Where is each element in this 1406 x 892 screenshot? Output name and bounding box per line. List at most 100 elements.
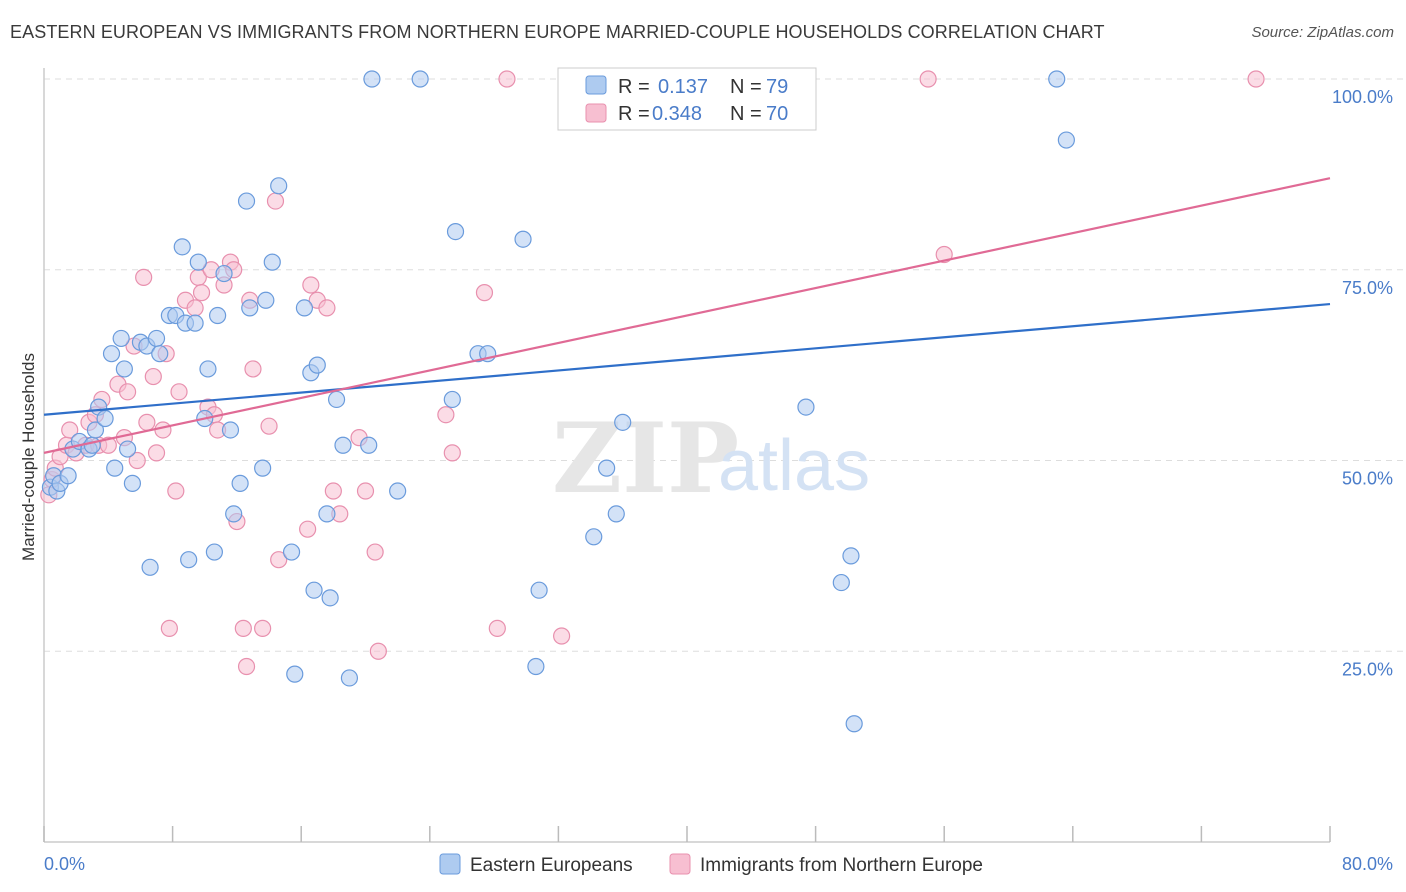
trend-line-northern-europe — [43, 177, 1331, 454]
point-eastern-europeans — [112, 329, 130, 348]
legend-r-label: R = — [618, 103, 650, 125]
point-eastern-europeans — [363, 70, 381, 88]
point-eastern-europeans — [106, 459, 124, 477]
point-northern-europe — [244, 360, 262, 378]
point-northern-europe — [302, 276, 320, 294]
x-tick-label: 0.0% — [44, 854, 85, 874]
legend-swatch-northern-europe — [585, 103, 607, 123]
point-eastern-europeans — [189, 253, 207, 271]
source-credit: Source: ZipAtlas.com — [1251, 24, 1394, 41]
point-eastern-europeans — [305, 581, 323, 599]
point-eastern-europeans — [334, 436, 352, 454]
point-northern-europe — [192, 284, 211, 302]
y-tick-label: 100.0% — [1332, 87, 1393, 107]
point-northern-europe — [318, 299, 336, 317]
point-eastern-europeans — [199, 360, 217, 378]
point-eastern-europeans — [96, 409, 114, 428]
point-eastern-europeans — [327, 390, 346, 409]
series-label-northern-europe: Immigrants from Northern Europe — [700, 855, 983, 876]
point-northern-europe — [61, 421, 79, 439]
legend-swatch-eastern-europeans — [585, 75, 607, 95]
point-eastern-europeans — [832, 573, 850, 592]
point-eastern-europeans — [411, 70, 429, 88]
point-northern-europe — [135, 268, 153, 286]
point-eastern-europeans — [585, 528, 603, 546]
point-eastern-europeans — [1057, 131, 1075, 149]
point-northern-europe — [488, 619, 506, 637]
point-eastern-europeans — [225, 505, 243, 523]
point-eastern-europeans — [1048, 70, 1066, 88]
point-eastern-europeans — [318, 505, 336, 523]
point-northern-europe — [553, 627, 571, 645]
point-eastern-europeans — [115, 360, 133, 378]
point-eastern-europeans — [360, 436, 378, 454]
point-eastern-europeans — [321, 589, 339, 607]
legend-r-label: R = — [618, 76, 650, 98]
point-northern-europe — [234, 619, 252, 637]
point-eastern-europeans — [308, 356, 326, 374]
point-eastern-europeans — [59, 467, 77, 485]
y-axis-label: Married-couple Households — [19, 353, 38, 561]
point-eastern-europeans — [141, 558, 159, 576]
point-eastern-europeans — [845, 715, 863, 733]
point-northern-europe — [1247, 70, 1265, 88]
point-northern-europe — [498, 70, 516, 88]
point-eastern-europeans — [209, 306, 227, 325]
point-northern-europe — [266, 192, 285, 210]
point-northern-europe — [170, 383, 188, 401]
point-eastern-europeans — [254, 459, 272, 477]
y-tick-label: 50.0% — [1342, 469, 1393, 489]
point-eastern-europeans — [151, 345, 169, 363]
point-eastern-europeans — [205, 543, 223, 561]
watermark-atlas: atlas — [718, 426, 870, 506]
point-northern-europe — [128, 451, 146, 470]
point-eastern-europeans — [231, 474, 249, 492]
legend-n-value: 70 — [766, 103, 788, 125]
point-eastern-europeans — [295, 299, 314, 317]
point-eastern-europeans — [102, 345, 121, 363]
point-eastern-europeans — [530, 581, 548, 599]
point-northern-europe — [260, 417, 278, 435]
grid-lines — [44, 78, 1405, 652]
point-eastern-europeans — [241, 299, 259, 317]
point-eastern-europeans — [340, 669, 359, 687]
point-eastern-europeans — [221, 421, 240, 439]
point-northern-europe — [147, 444, 166, 462]
point-northern-europe — [186, 299, 204, 317]
point-northern-europe — [356, 482, 375, 500]
point-eastern-europeans — [180, 551, 198, 569]
point-eastern-europeans — [147, 329, 166, 348]
point-northern-europe — [324, 482, 342, 500]
chart-title: EASTERN EUROPEAN VS IMMIGRANTS FROM NORT… — [10, 22, 1105, 42]
point-eastern-europeans — [446, 223, 465, 241]
series-swatch-eastern-europeans — [439, 853, 461, 875]
point-eastern-europeans — [83, 436, 101, 454]
point-northern-europe — [475, 284, 494, 302]
point-eastern-europeans — [614, 413, 632, 431]
trend-lines — [43, 177, 1331, 454]
legend-n-label: N = — [730, 76, 762, 98]
point-eastern-europeans — [257, 291, 275, 309]
point-eastern-europeans — [263, 253, 281, 271]
correlation-legend: R = 0.137 N = 79 R = 0.348 N = 70 — [557, 67, 817, 131]
point-northern-europe — [118, 383, 137, 401]
point-northern-europe — [144, 367, 162, 386]
point-northern-europe — [299, 520, 317, 538]
point-northern-europe — [160, 619, 178, 637]
point-northern-europe — [154, 421, 172, 439]
point-eastern-europeans — [123, 474, 142, 492]
series-legend: Eastern Europeans Immigrants from Northe… — [439, 853, 983, 876]
point-northern-europe — [935, 245, 953, 264]
point-eastern-europeans — [527, 657, 545, 676]
point-eastern-europeans — [282, 543, 301, 561]
point-eastern-europeans — [598, 459, 616, 477]
point-northern-europe — [919, 70, 937, 88]
point-eastern-europeans — [186, 314, 204, 332]
point-eastern-europeans — [237, 192, 256, 210]
watermark: ZIP atlas — [552, 402, 870, 515]
series-swatch-northern-europe — [669, 853, 691, 875]
legend-r-value: 0.348 — [652, 103, 702, 125]
legend-n-label: N = — [730, 103, 762, 125]
point-eastern-europeans — [215, 264, 233, 283]
point-northern-europe — [369, 642, 387, 660]
